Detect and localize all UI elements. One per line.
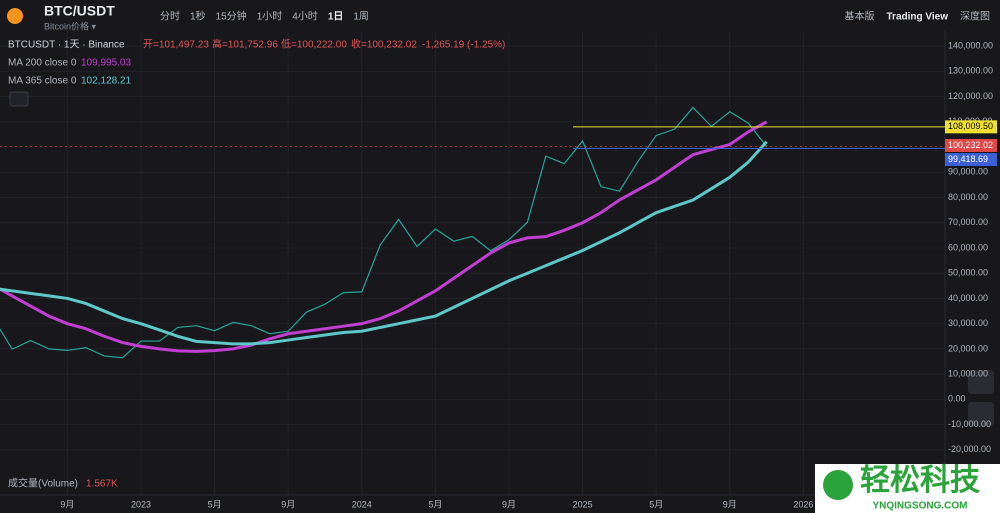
instrument: BTCUSDT · 1天 · Binance (8, 40, 125, 51)
y-tick-label: 130,000.00 (948, 66, 993, 76)
high: 高=101,752.96 (212, 38, 278, 51)
ma365-name: MA 365 close 0 (8, 76, 77, 87)
y-tick-label: -10,000.00 (948, 419, 991, 429)
coin-logo (7, 8, 23, 24)
collapse-button[interactable] (9, 91, 29, 107)
subtitle: Bitcoin价格 ▾ (44, 20, 97, 31)
y-tick-label: 120,000.00 (948, 91, 993, 101)
x-tick-label: 2025 (573, 499, 593, 509)
x-tick-label: 2026 (793, 499, 813, 509)
y-tick-label: 60,000.00 (948, 242, 988, 252)
interval-tab[interactable]: 1秒 (190, 10, 206, 23)
interval-tab[interactable]: 15分钟 (216, 10, 247, 23)
x-tick-label: 2023 (131, 499, 151, 509)
y-tick-label: 0.00 (948, 394, 966, 404)
interval-tab[interactable]: 1小时 (257, 11, 283, 23)
y-tick-label: 10,000.00 (948, 369, 988, 379)
y-tick-label: 70,000.00 (948, 217, 988, 227)
volume-name: 成交量(Volume) (8, 477, 78, 490)
watermark-logo (823, 470, 853, 500)
watermark-url: YNQINGSONG.COM (872, 501, 967, 512)
y-tick-label: 140,000.00 (948, 41, 993, 51)
price-tag-label: 99,418.69 (948, 154, 988, 164)
ma200-value: 109,995.03 (81, 58, 131, 69)
price-tag-label: 100,232.02 (948, 140, 993, 150)
y-tick-label: 30,000.00 (948, 318, 988, 328)
x-tick-label: 9月 (281, 499, 295, 509)
x-tick-label: 5月 (428, 499, 442, 509)
price-tag-label: 108,009.50 (948, 121, 993, 131)
view-tab[interactable]: 基本版 (845, 10, 875, 23)
change: -1,265.19 (-1.25%) (422, 40, 505, 51)
interval-tab[interactable]: 1日 (328, 11, 344, 23)
open: 开=101,497.23 (143, 40, 209, 51)
price-tag (945, 153, 997, 167)
interval-tab[interactable]: 分时 (160, 11, 180, 23)
x-tick-label: 9月 (723, 499, 737, 509)
x-tick-label: 5月 (649, 499, 663, 509)
ma365-value: 102,128.21 (81, 76, 131, 87)
x-tick-label: 9月 (502, 499, 516, 509)
x-tick-label: 2024 (352, 499, 372, 509)
ma-line (0, 140, 768, 346)
interval-tab[interactable]: 4小时 (292, 11, 318, 23)
tool-button[interactable] (968, 402, 994, 426)
x-tick-label: 9月 (60, 499, 74, 509)
y-tick-label: 50,000.00 (948, 268, 988, 278)
price-line (0, 106, 768, 359)
y-tick-label: 40,000.00 (948, 293, 988, 303)
volume-value: 1.567K (86, 479, 118, 490)
y-tick-label: 80,000.00 (948, 192, 988, 202)
x-tick-label: 5月 (208, 499, 222, 509)
symbol[interactable]: BTC/USDT (44, 3, 115, 19)
price-tag (945, 138, 997, 152)
ma200-name: MA 200 close 0 (8, 58, 77, 69)
low: 低=100,222.00 (281, 38, 347, 51)
y-tick-label: 90,000.00 (948, 167, 988, 177)
close: 收=100,232.02 (351, 38, 417, 51)
ma-line (0, 120, 768, 353)
interval-tab[interactable]: 1周 (353, 11, 369, 23)
price-tag (945, 120, 997, 134)
y-tick-label: 20,000.00 (948, 343, 988, 353)
view-tab[interactable]: 深度图 (960, 10, 990, 23)
tool-button[interactable] (968, 370, 994, 394)
y-tick-label: -20,000.00 (948, 444, 991, 454)
watermark-title: 轻松科技 (860, 464, 980, 497)
view-tab[interactable]: Trading View (887, 12, 949, 23)
